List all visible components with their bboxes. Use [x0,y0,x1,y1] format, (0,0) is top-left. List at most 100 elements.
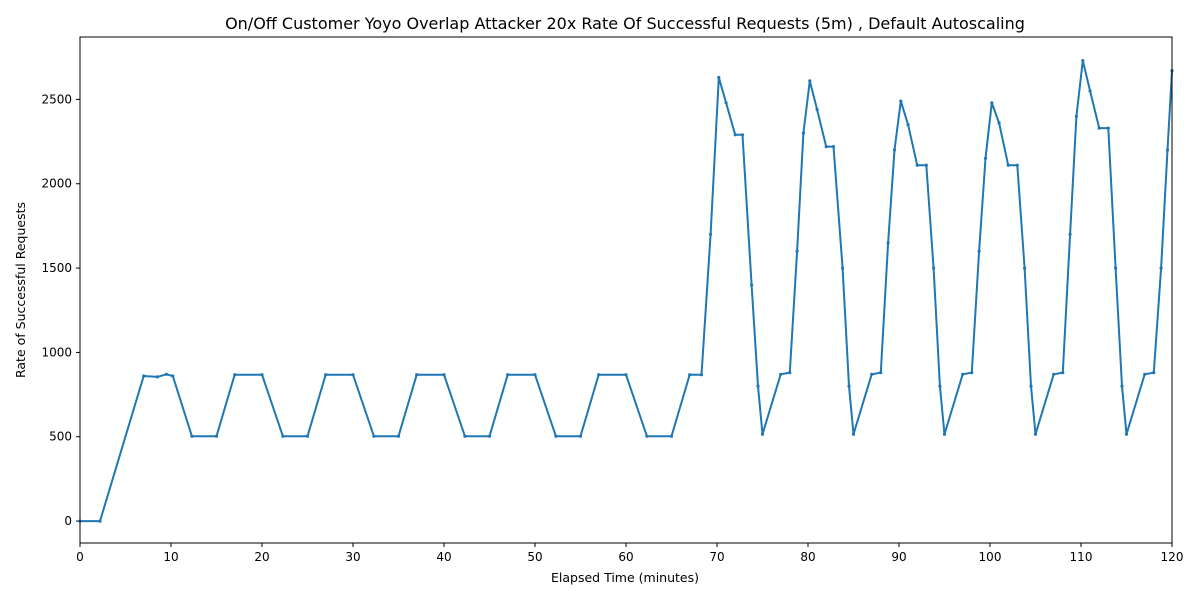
x-tick-label: 60 [618,550,633,564]
data-point [1023,266,1027,270]
x-tick-label: 30 [345,550,360,564]
data-point [1165,148,1170,152]
data-point [831,145,836,149]
y-tick-label: 1000 [41,345,72,359]
x-tick-label: 90 [891,550,906,564]
y-tick-label: 2000 [41,177,72,191]
data-point [733,133,737,137]
data-point [645,434,649,438]
data-point [970,371,974,375]
data-point [795,249,799,253]
data-point [415,373,419,377]
x-tick-label: 70 [709,550,724,564]
data-point [699,373,704,377]
data-point [983,156,988,160]
data-point [851,432,856,436]
data-point [597,373,601,377]
data-point [1124,432,1129,436]
data-point [824,145,828,149]
x-tick-label: 110 [1070,550,1093,564]
data-point [924,163,928,167]
data-point [760,432,765,436]
y-tick-label: 0 [64,514,72,528]
y-tick-label: 1500 [41,261,72,275]
x-axis-label: Elapsed Time (minutes) [551,570,699,585]
data-point [324,373,328,377]
data-point [1033,432,1038,436]
data-point [841,266,845,270]
data-point [98,519,102,523]
data-point [1029,384,1033,388]
data-point [906,123,910,127]
data-point [669,434,674,438]
data-point [351,373,355,377]
data-point [155,375,159,379]
data-point [724,101,728,105]
data-point [990,101,994,105]
data-point [1006,163,1010,167]
x-tick-label: 120 [1161,550,1184,564]
data-point [1120,384,1124,388]
data-point [750,283,754,287]
x-tick-label: 100 [979,550,1002,564]
data-point [808,79,812,83]
x-tick-label: 20 [254,550,269,564]
data-point [892,148,897,152]
data-point [233,373,237,377]
data-point [886,241,890,245]
data-point [932,266,936,270]
data-point [938,384,942,388]
data-point [870,372,874,376]
x-tick-label: 50 [527,550,542,564]
data-point [801,131,806,135]
chart-title: On/Off Customer Yoyo Overlap Attacker 20… [225,14,1025,33]
data-point [281,434,285,438]
data-point [915,163,919,167]
data-point [442,373,446,377]
data-point [717,75,721,80]
data-point [997,121,1001,125]
data-point [1143,372,1147,376]
y-tick-label: 500 [49,430,72,444]
data-point [372,434,376,438]
data-point [756,384,760,388]
data-point [977,249,981,253]
data-point [1061,371,1065,375]
data-point [899,99,903,103]
x-tick-label: 80 [800,550,815,564]
data-point [142,374,146,378]
data-point [961,372,965,376]
data-point [1097,126,1101,130]
plot-series [78,59,1174,523]
data-point [1015,163,1019,167]
data-point [942,432,947,436]
axis-ticks: 0 10 20 30 40 50 60 70 80 90 100 110 120 0 500 1000 1500… [41,92,1183,564]
data-point [533,373,537,377]
data-point [396,434,401,438]
data-point [506,373,510,377]
data-point [624,373,628,377]
data-point [1074,114,1078,118]
data-point [487,434,492,438]
data-point [740,133,745,137]
data-point [1068,232,1072,236]
y-tick-label: 2500 [41,92,72,106]
data-point [305,434,310,438]
data-point [1106,126,1110,130]
data-point [190,434,194,438]
data-point [788,371,792,375]
y-axis-label: Rate of Successful Requests [13,202,28,378]
x-tick-label: 0 [76,550,84,564]
data-point [879,371,883,375]
data-point [709,232,713,236]
data-point [815,107,819,112]
plot-frame [79,36,1173,544]
data-point [214,434,219,438]
series-line [80,59,1173,523]
data-point [171,374,175,378]
data-point [688,373,692,377]
x-tick-label: 10 [163,550,178,564]
data-point [1081,59,1085,63]
